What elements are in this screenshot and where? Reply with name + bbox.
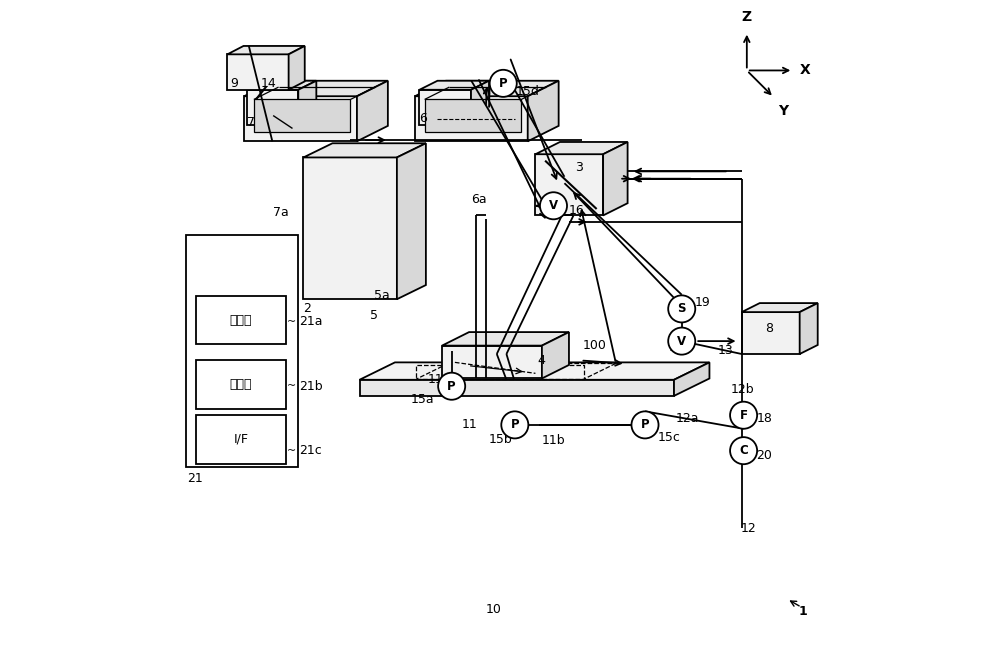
Text: 12: 12 xyxy=(740,521,756,534)
Text: 10: 10 xyxy=(485,603,501,616)
Text: 18: 18 xyxy=(756,412,772,425)
Text: C: C xyxy=(739,444,748,457)
Text: 21c: 21c xyxy=(299,444,322,457)
Text: V: V xyxy=(549,200,558,213)
Text: 7a: 7a xyxy=(273,205,289,218)
Text: 12a: 12a xyxy=(676,412,699,425)
Polygon shape xyxy=(360,363,709,380)
Text: S: S xyxy=(677,302,686,315)
Text: 存储部: 存储部 xyxy=(230,378,252,391)
Text: 19: 19 xyxy=(695,296,710,309)
Text: 处理部: 处理部 xyxy=(230,314,252,327)
Polygon shape xyxy=(360,380,674,396)
Polygon shape xyxy=(419,90,471,125)
Bar xyxy=(196,361,286,409)
Text: X: X xyxy=(800,64,810,77)
Text: 4: 4 xyxy=(537,354,545,367)
Polygon shape xyxy=(528,81,559,141)
Polygon shape xyxy=(419,81,489,90)
Polygon shape xyxy=(535,154,603,215)
Polygon shape xyxy=(303,143,426,157)
Text: 21b: 21b xyxy=(299,380,323,393)
Circle shape xyxy=(730,402,757,429)
Text: 13: 13 xyxy=(718,344,734,358)
Text: 15a: 15a xyxy=(411,393,435,406)
Text: 9: 9 xyxy=(231,77,238,90)
Polygon shape xyxy=(535,142,628,154)
Text: Y: Y xyxy=(778,104,788,118)
Bar xyxy=(196,296,286,344)
Polygon shape xyxy=(603,142,628,215)
Polygon shape xyxy=(415,81,559,96)
Circle shape xyxy=(668,328,695,355)
Polygon shape xyxy=(244,81,388,96)
Text: P: P xyxy=(499,77,508,90)
Text: 5a: 5a xyxy=(374,289,390,302)
Text: 21a: 21a xyxy=(299,315,322,328)
Text: F: F xyxy=(740,409,748,422)
Polygon shape xyxy=(397,143,426,299)
Circle shape xyxy=(730,437,757,464)
Polygon shape xyxy=(289,46,305,90)
Polygon shape xyxy=(800,303,818,354)
Polygon shape xyxy=(357,81,388,141)
Polygon shape xyxy=(674,363,709,396)
Polygon shape xyxy=(227,55,289,90)
Circle shape xyxy=(540,192,567,219)
Text: 15b: 15b xyxy=(488,433,512,446)
Text: 11: 11 xyxy=(461,419,477,432)
Text: ~: ~ xyxy=(286,317,296,327)
Polygon shape xyxy=(254,99,350,132)
Text: 1: 1 xyxy=(798,605,807,618)
Text: 6a: 6a xyxy=(471,193,487,206)
Polygon shape xyxy=(471,81,489,125)
Bar xyxy=(186,235,298,467)
Circle shape xyxy=(490,70,517,97)
Polygon shape xyxy=(742,303,818,312)
Text: Z: Z xyxy=(742,10,752,24)
Polygon shape xyxy=(742,312,800,354)
Circle shape xyxy=(438,372,465,400)
Polygon shape xyxy=(442,332,569,346)
Text: 21: 21 xyxy=(187,472,203,485)
Text: 2: 2 xyxy=(303,302,311,315)
Text: 5: 5 xyxy=(370,309,378,322)
Text: 14: 14 xyxy=(260,77,276,90)
Polygon shape xyxy=(542,332,569,378)
Text: 15d: 15d xyxy=(515,85,539,98)
Text: ~: ~ xyxy=(286,446,296,456)
Polygon shape xyxy=(247,90,298,125)
Polygon shape xyxy=(227,46,305,55)
Circle shape xyxy=(668,295,695,322)
Text: 17: 17 xyxy=(669,341,685,354)
Text: 20: 20 xyxy=(756,448,772,461)
Bar xyxy=(196,415,286,463)
Text: 6: 6 xyxy=(419,112,427,125)
Polygon shape xyxy=(298,81,316,125)
Polygon shape xyxy=(415,96,528,141)
Text: 15c: 15c xyxy=(658,432,681,445)
Text: 100: 100 xyxy=(582,339,606,352)
Polygon shape xyxy=(303,157,397,299)
Polygon shape xyxy=(244,96,357,141)
Circle shape xyxy=(501,411,528,438)
Text: 12b: 12b xyxy=(731,383,754,396)
Circle shape xyxy=(631,411,659,438)
Text: 11a: 11a xyxy=(428,373,451,386)
Text: 3: 3 xyxy=(575,161,583,174)
Text: ~: ~ xyxy=(286,381,296,391)
Text: I/F: I/F xyxy=(233,433,248,446)
Text: 11b: 11b xyxy=(542,434,566,447)
Text: P: P xyxy=(511,419,519,432)
Text: 16: 16 xyxy=(568,204,584,217)
Text: P: P xyxy=(447,380,456,393)
Polygon shape xyxy=(442,346,542,378)
Text: P: P xyxy=(641,419,649,432)
Polygon shape xyxy=(247,81,316,90)
Text: 8: 8 xyxy=(766,322,774,335)
Polygon shape xyxy=(425,99,521,132)
Text: V: V xyxy=(677,335,686,348)
Text: 7: 7 xyxy=(247,116,255,129)
